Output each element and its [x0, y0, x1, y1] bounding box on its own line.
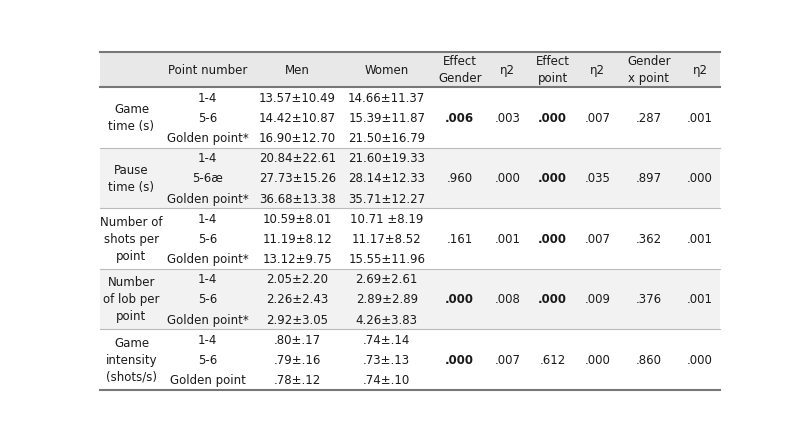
Text: 10.59±8.01: 10.59±8.01	[262, 212, 332, 225]
Text: Effect
Gender: Effect Gender	[438, 55, 482, 85]
Text: 5-6: 5-6	[198, 233, 218, 245]
Text: Golden point*: Golden point*	[167, 132, 249, 145]
Text: 5-6: 5-6	[198, 293, 218, 306]
Text: 2.26±2.43: 2.26±2.43	[266, 293, 328, 306]
Text: Golden point*: Golden point*	[167, 192, 249, 205]
Text: .003: .003	[495, 112, 521, 125]
Text: .035: .035	[584, 172, 610, 185]
Text: 2.92±3.05: 2.92±3.05	[266, 313, 328, 326]
Text: .007: .007	[584, 233, 610, 245]
Text: Golden point*: Golden point*	[167, 253, 249, 265]
Text: .74±.10: .74±.10	[363, 373, 410, 386]
Text: 13.57±10.49: 13.57±10.49	[258, 92, 336, 105]
Text: .000: .000	[538, 233, 567, 245]
Text: η2: η2	[693, 64, 708, 77]
Text: Golden point: Golden point	[170, 373, 246, 386]
Bar	[100, 329, 720, 390]
Text: Number of
shots per
point: Number of shots per point	[100, 215, 162, 262]
Text: .000: .000	[446, 353, 474, 366]
Text: 28.14±12.33: 28.14±12.33	[348, 172, 426, 185]
Text: Effect
point: Effect point	[535, 55, 570, 85]
Text: 13.12±9.75: 13.12±9.75	[262, 253, 332, 265]
Text: .000: .000	[538, 293, 567, 306]
Text: Number
of lob per
point: Number of lob per point	[103, 276, 160, 323]
Text: .000: .000	[687, 353, 713, 366]
Text: 11.19±8.12: 11.19±8.12	[262, 233, 332, 245]
Text: 2.69±2.61: 2.69±2.61	[356, 273, 418, 286]
Bar	[100, 148, 720, 209]
Text: 11.17±8.52: 11.17±8.52	[352, 233, 422, 245]
Bar	[100, 269, 720, 329]
Text: 1-4: 1-4	[198, 212, 218, 225]
Text: 16.90±12.70: 16.90±12.70	[258, 132, 336, 145]
Text: .960: .960	[446, 172, 473, 185]
Text: 21.50±16.79: 21.50±16.79	[348, 132, 426, 145]
Text: Women: Women	[365, 64, 409, 77]
Text: 27.73±15.26: 27.73±15.26	[258, 172, 336, 185]
Text: .007: .007	[584, 112, 610, 125]
Text: .008: .008	[495, 293, 521, 306]
Text: 5-6æ: 5-6æ	[192, 172, 223, 185]
Text: .000: .000	[446, 293, 474, 306]
Text: Game
intensity
(shots/s): Game intensity (shots/s)	[106, 336, 158, 383]
Text: .001: .001	[687, 112, 713, 125]
Text: Gender
x point: Gender x point	[627, 55, 670, 85]
Text: .009: .009	[584, 293, 610, 306]
Text: .001: .001	[495, 233, 521, 245]
Text: .001: .001	[687, 233, 713, 245]
Text: 10.71 ±8.19: 10.71 ±8.19	[350, 212, 423, 225]
Text: 20.84±22.61: 20.84±22.61	[258, 152, 336, 165]
Text: 1-4: 1-4	[198, 152, 218, 165]
Bar	[100, 209, 720, 269]
Text: .74±.14: .74±.14	[363, 333, 410, 346]
Text: .376: .376	[636, 293, 662, 306]
Text: 14.66±11.37: 14.66±11.37	[348, 92, 426, 105]
Text: 15.55±11.96: 15.55±11.96	[348, 253, 426, 265]
Text: .80±.17: .80±.17	[274, 333, 321, 346]
Text: 35.71±12.27: 35.71±12.27	[348, 192, 426, 205]
Text: 21.60±19.33: 21.60±19.33	[348, 152, 426, 165]
Text: Game
time (s): Game time (s)	[109, 103, 154, 133]
Text: Men: Men	[285, 64, 310, 77]
Text: η2: η2	[500, 64, 515, 77]
Text: .287: .287	[636, 112, 662, 125]
Text: Point number: Point number	[168, 64, 247, 77]
Text: .006: .006	[445, 112, 474, 125]
Text: η2: η2	[590, 64, 605, 77]
Text: 5-6: 5-6	[198, 353, 218, 366]
Text: .001: .001	[687, 293, 713, 306]
Text: 14.42±10.87: 14.42±10.87	[258, 112, 336, 125]
Text: Pause
time (s): Pause time (s)	[109, 163, 154, 194]
Text: .007: .007	[495, 353, 521, 366]
Text: 4.26±3.83: 4.26±3.83	[356, 313, 418, 326]
Text: .79±.16: .79±.16	[274, 353, 321, 366]
Text: .000: .000	[687, 172, 713, 185]
Text: .73±.13: .73±.13	[363, 353, 410, 366]
Text: .860: .860	[636, 353, 662, 366]
Text: 1-4: 1-4	[198, 92, 218, 105]
Text: .78±.12: .78±.12	[274, 373, 321, 386]
Text: 1-4: 1-4	[198, 273, 218, 286]
Text: .000: .000	[495, 172, 521, 185]
Text: 36.68±13.38: 36.68±13.38	[259, 192, 336, 205]
Text: .362: .362	[636, 233, 662, 245]
Text: 2.05±2.20: 2.05±2.20	[266, 273, 328, 286]
Text: 1-4: 1-4	[198, 333, 218, 346]
Text: 15.39±11.87: 15.39±11.87	[348, 112, 426, 125]
Text: .000: .000	[538, 112, 567, 125]
Text: .000: .000	[584, 353, 610, 366]
Text: 5-6: 5-6	[198, 112, 218, 125]
Bar	[100, 88, 720, 148]
Text: 2.89±2.89: 2.89±2.89	[356, 293, 418, 306]
Text: .000: .000	[538, 172, 567, 185]
Bar	[100, 53, 720, 88]
Text: .161: .161	[446, 233, 473, 245]
Text: .612: .612	[539, 353, 566, 366]
Text: .897: .897	[636, 172, 662, 185]
Text: Golden point*: Golden point*	[167, 313, 249, 326]
